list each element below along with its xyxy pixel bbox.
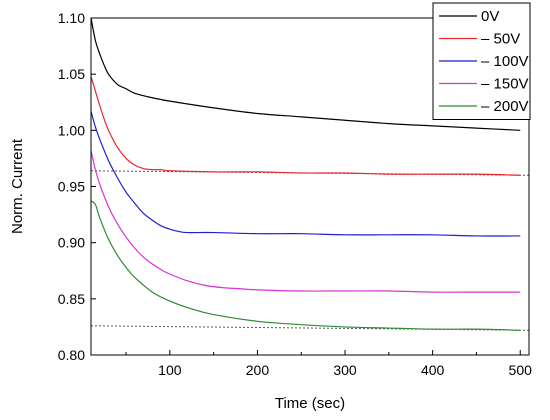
x-axis-title: Time (sec): [275, 395, 345, 412]
reference-lines: [91, 170, 529, 331]
y-tick-label: 0.85: [58, 291, 85, 307]
y-tick-label: 0.90: [58, 235, 85, 251]
x-tick-label: 500: [509, 362, 533, 378]
legend-label: – 200V: [481, 98, 529, 115]
series-lines: [91, 18, 521, 355]
x-tick-label: 300: [333, 362, 357, 378]
legend-label: 0V: [481, 8, 499, 25]
series-line-1: [91, 76, 521, 176]
x-tick-label: 200: [246, 362, 270, 378]
y-tick-label: 0.80: [58, 347, 85, 363]
x-tick-label: 400: [421, 362, 445, 378]
legend-label: – 100V: [481, 53, 529, 70]
y-tick-label: 1.05: [58, 66, 85, 82]
series-line-0: [91, 18, 521, 131]
series-line-2: [91, 111, 521, 237]
y-tick-label: 1.10: [58, 10, 85, 26]
y-axis-title: Norm. Current: [9, 138, 26, 234]
axis-ticks: 100 200 300 400 500 0.80 0.85 0.90 0.95 1.00 1.05 1…: [58, 10, 532, 378]
legend: 0V – 50V – 100V – 150V – 200V: [432, 2, 531, 120]
y-tick-label: 1.00: [58, 122, 85, 138]
legend-label: – 50V: [481, 31, 520, 48]
legend-label: – 150V: [481, 76, 529, 93]
y-tick-label: 0.95: [58, 179, 85, 195]
series-line-4: [91, 200, 521, 331]
x-tick-label: 100: [158, 362, 182, 378]
series-line-3: [91, 150, 521, 293]
